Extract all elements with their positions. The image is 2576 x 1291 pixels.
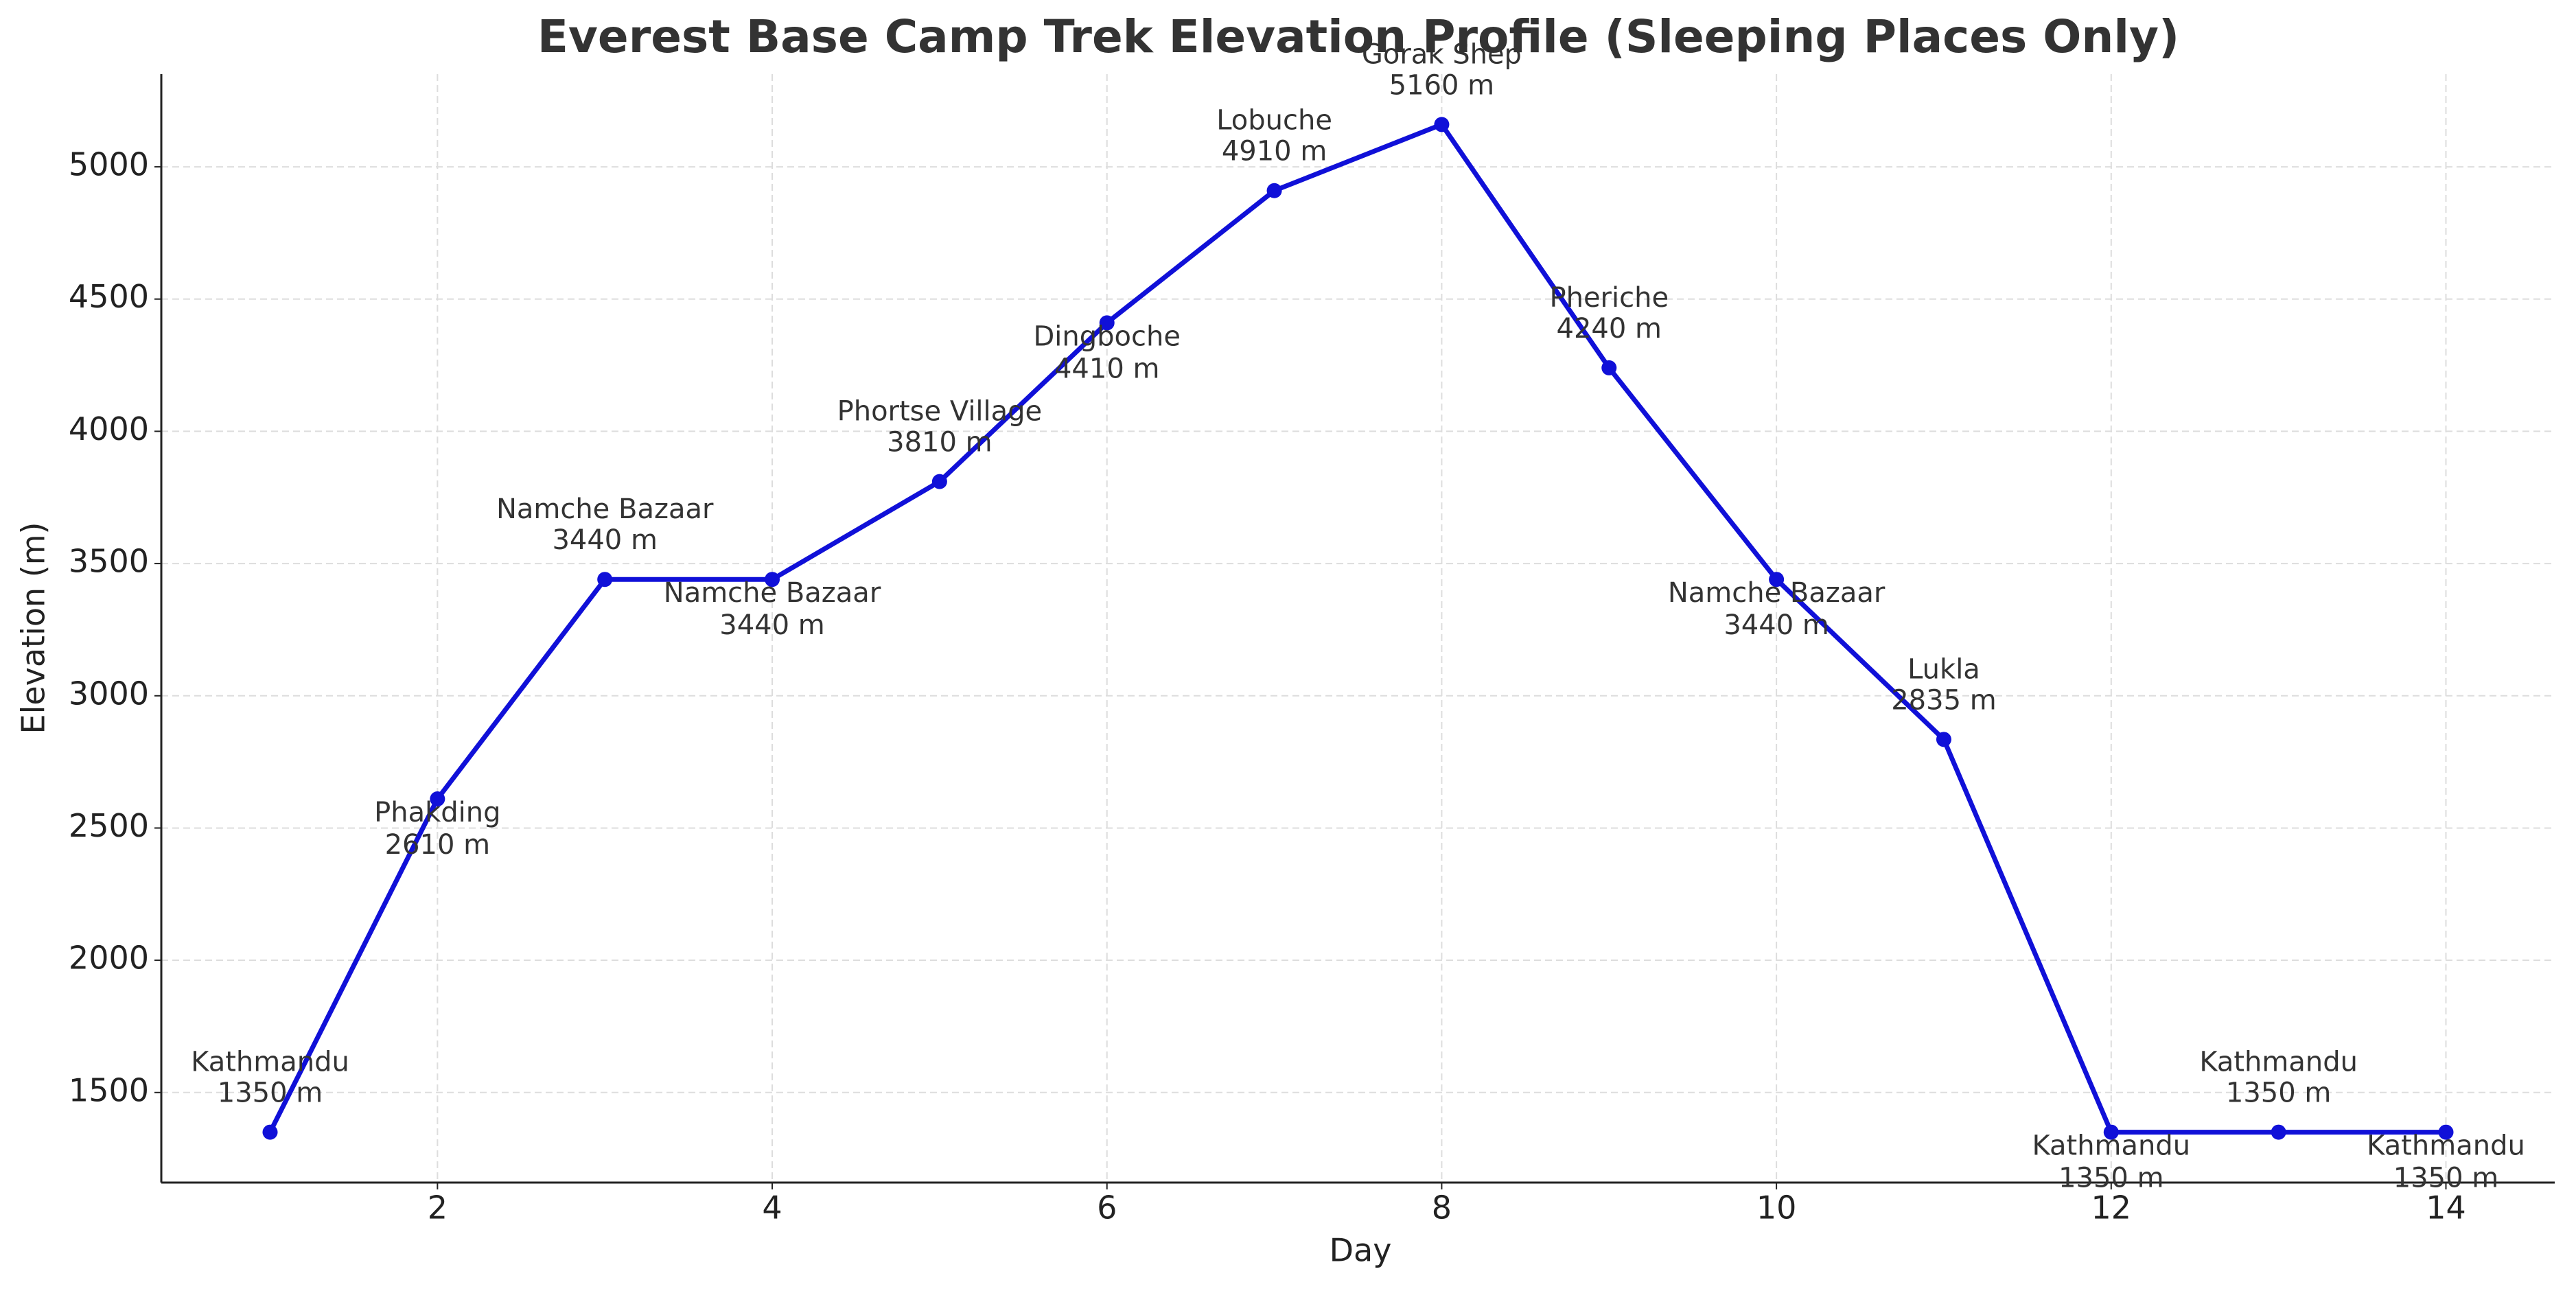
value-label: 4240 m [1557,313,1662,345]
x-tick-label: 2 [428,1189,448,1226]
x-tick-label: 6 [1097,1189,1117,1226]
point-label: Kathmandu [2367,1130,2525,1162]
point-label: Kathmandu [191,1047,349,1078]
y-tick-label: 2000 [69,940,149,977]
value-label: 3810 m [887,427,992,458]
value-label: 3440 m [552,524,657,556]
point [1936,732,1951,747]
x-axis-label: Day [1330,1232,1392,1269]
y-tick-label: 4000 [69,410,149,447]
point [1266,183,1282,198]
point-label: Namche Bazaar [664,577,881,609]
point-label: Namche Bazaar [496,493,714,525]
value-label: 1350 m [2393,1163,2498,1194]
value-label: 4410 m [1054,353,1159,384]
x-tick-label: 4 [762,1189,782,1226]
point [1434,117,1450,132]
x-tick-label: 12 [2091,1189,2132,1226]
value-label: 1350 m [2226,1078,2331,1109]
x-tick-label: 14 [2426,1189,2466,1226]
point-label: Kathmandu [2199,1047,2358,1078]
value-label: 5160 m [1389,69,1494,101]
point-label: Phortse Village [837,396,1043,428]
point [2438,1124,2454,1140]
point [1601,360,1617,375]
y-tick-label: 3500 [69,543,149,580]
value-label: 3440 m [719,609,824,641]
y-tick-label: 3000 [69,675,149,712]
point-label: Dingboche [1033,321,1180,352]
value-label: 1350 m [218,1078,323,1109]
point-label: Lukla [1907,653,1980,685]
point [597,572,613,588]
y-tick-label: 4500 [69,278,149,315]
x-tick-label: 10 [1756,1189,1797,1226]
y-tick-label: 5000 [69,146,149,183]
point [430,791,445,807]
value-label: 1350 m [2058,1163,2163,1194]
point-label: Pheriche [1549,282,1669,314]
point [262,1124,278,1140]
value-label: 3440 m [1724,609,1829,641]
point [2103,1124,2119,1140]
point-label: Gorak Shep [1362,38,1522,70]
y-tick-label: 1500 [69,1071,149,1108]
y-tick-label: 2500 [69,807,149,844]
point [2271,1124,2286,1140]
point-label: Lobuche [1216,105,1332,137]
point-label: Namche Bazaar [1668,577,1885,609]
x-tick-label: 8 [1432,1189,1452,1226]
y-axis-label: Elevation (m) [15,522,52,734]
value-label: 4910 m [1222,136,1327,167]
point-label: Phakding [374,797,500,828]
value-label: 2835 m [1891,684,1996,716]
point-label: Kathmandu [2032,1130,2190,1162]
line [268,121,2446,1135]
point [765,572,780,588]
value-label: 2610 m [385,829,490,861]
point [1099,315,1115,331]
point [1769,572,1785,588]
point [931,474,947,489]
chart-title: Everest Base Camp Trek Elevation Profile… [537,10,2179,63]
